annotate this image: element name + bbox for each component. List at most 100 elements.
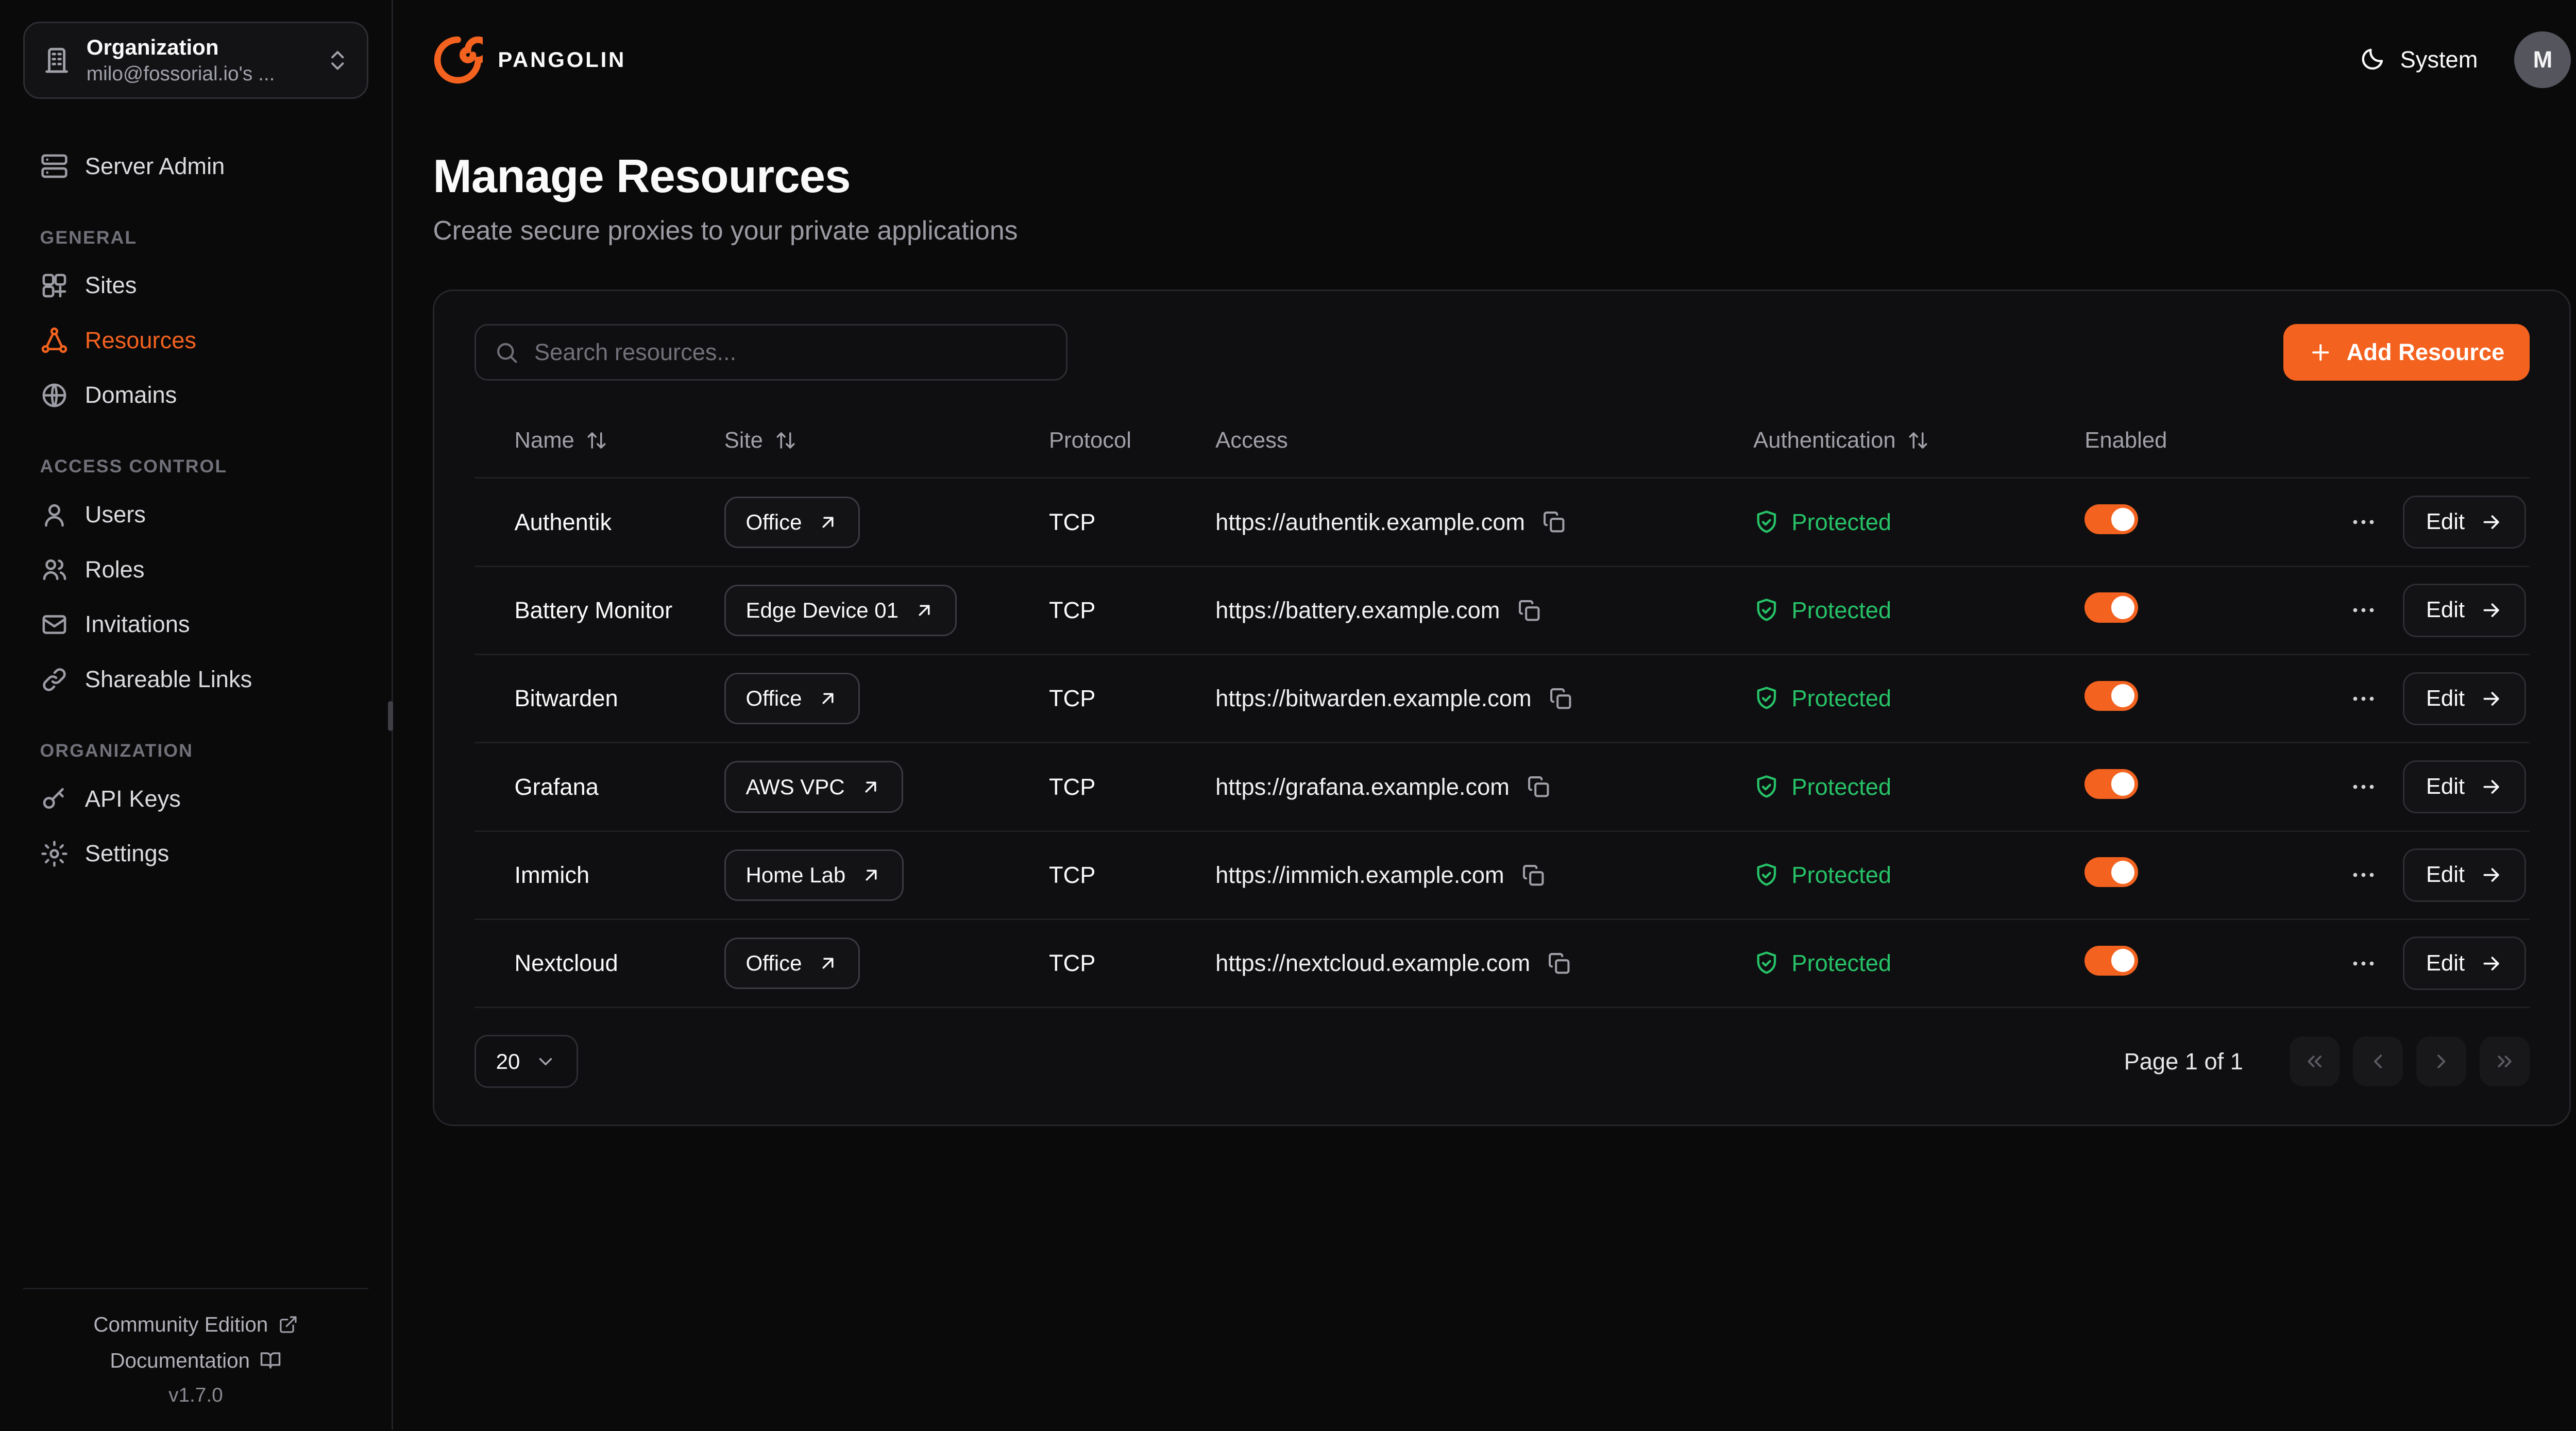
sidebar-item-label: Users <box>84 501 146 528</box>
org-subtitle: milo@fossorial.io's ... <box>86 63 275 86</box>
search-input[interactable] <box>534 339 1047 366</box>
col-header-label: Protocol <box>1048 428 1131 453</box>
previous-page-button[interactable] <box>2353 1036 2403 1087</box>
row-menu-button[interactable] <box>2349 861 2378 889</box>
row-menu-button[interactable] <box>2349 773 2378 801</box>
col-header-name[interactable]: Name <box>474 428 724 453</box>
enabled-cell <box>2084 592 2317 628</box>
site-link-button[interactable]: Home Lab <box>724 849 904 901</box>
edit-label: Edit <box>2426 686 2465 711</box>
sidebar-item-resources[interactable]: Resources <box>23 313 368 368</box>
row-menu-button[interactable] <box>2349 596 2378 624</box>
ellipsis-icon <box>2353 785 2374 789</box>
authentication-cell: Protected <box>1753 950 2084 977</box>
access-url: https://bitwarden.example.com <box>1215 685 1532 712</box>
site-name: Edge Device 01 <box>745 598 899 622</box>
protocol-cell: TCP <box>1048 685 1096 712</box>
toggle-knob <box>2111 860 2135 884</box>
row-menu-button[interactable] <box>2349 949 2378 978</box>
actions-cell: Edit <box>2318 584 2530 637</box>
enabled-toggle[interactable] <box>2084 680 2138 711</box>
toggle-knob <box>2111 595 2135 620</box>
authentication-cell: Protected <box>1753 509 2084 536</box>
enabled-toggle[interactable] <box>2084 945 2138 976</box>
sidebar-footer: Community Edition Documentation v1.7.0 <box>23 1287 368 1430</box>
avatar[interactable]: M <box>2514 31 2571 89</box>
chevron-left-icon <box>2374 1054 2382 1068</box>
table-row: Nextcloud Office TCP https://nextcloud.e… <box>474 918 2530 1007</box>
shield-check-icon <box>1757 863 1776 886</box>
next-page-button[interactable] <box>2416 1036 2466 1087</box>
site-name: Office <box>745 951 802 976</box>
col-header-label: Authentication <box>1753 428 1896 453</box>
search-icon <box>497 343 517 363</box>
enabled-toggle[interactable] <box>2084 592 2138 623</box>
sidebar-item-invitations[interactable]: Invitations <box>23 597 368 652</box>
col-header-label: Name <box>514 428 574 453</box>
site-link-button[interactable]: Office <box>724 673 860 725</box>
last-page-button[interactable] <box>2479 1036 2530 1087</box>
edit-label: Edit <box>2426 774 2465 799</box>
sidebar-item-settings[interactable]: Settings <box>23 826 368 881</box>
enabled-toggle[interactable] <box>2084 504 2138 535</box>
sidebar-item-shareable-links[interactable]: Shareable Links <box>23 652 368 707</box>
access-cell: https://nextcloud.example.com <box>1215 950 1753 977</box>
page-info: Page 1 of 1 <box>2124 1048 2243 1075</box>
col-header-site[interactable]: Site <box>724 428 1049 453</box>
edit-button[interactable]: Edit <box>2402 848 2527 902</box>
enabled-toggle[interactable] <box>2084 857 2138 888</box>
site-link-button[interactable]: Edge Device 01 <box>724 584 957 637</box>
first-page-button[interactable] <box>2290 1036 2340 1087</box>
main-content: PANGOLIN System M Manage Resources Creat… <box>393 0 2576 1430</box>
sidebar-item-api-keys[interactable]: API Keys <box>23 771 368 826</box>
edit-button[interactable]: Edit <box>2402 584 2527 637</box>
authentication-cell: Protected <box>1753 774 2084 800</box>
edit-button[interactable]: Edit <box>2402 495 2527 549</box>
site-link-button[interactable]: AWS VPC <box>724 761 903 813</box>
copy-url-button[interactable] <box>1517 598 1541 623</box>
sidebar-item-domains[interactable]: Domains <box>23 368 368 423</box>
arrow-right-icon <box>2483 692 2499 706</box>
edit-label: Edit <box>2426 598 2465 623</box>
user-icon <box>44 504 64 527</box>
add-resource-button[interactable]: Add Resource <box>2283 324 2530 381</box>
copy-url-button[interactable] <box>1548 686 1573 711</box>
org-switcher[interactable]: Organization milo@fossorial.io's ... <box>23 22 368 99</box>
col-header-authentication[interactable]: Authentication <box>1753 428 2084 453</box>
sort-icon <box>776 432 795 449</box>
edit-button[interactable]: Edit <box>2402 760 2527 814</box>
copy-url-button[interactable] <box>1541 509 1566 534</box>
protocol-cell: TCP <box>1048 508 1096 535</box>
access-cell: https://authentik.example.com <box>1215 509 1753 536</box>
site-link-button[interactable]: Office <box>724 938 860 990</box>
edit-button[interactable]: Edit <box>2402 936 2527 990</box>
row-menu-button[interactable] <box>2349 508 2378 536</box>
sidebar-item-users[interactable]: Users <box>23 487 368 542</box>
authentication-status: Protected <box>1791 597 1892 623</box>
site-link-button[interactable]: Office <box>724 496 860 548</box>
copy-url-button[interactable] <box>1547 951 1571 976</box>
toggle-knob <box>2111 684 2135 708</box>
site-name: Office <box>745 686 802 711</box>
sidebar-item-label: Domains <box>84 382 177 408</box>
community-edition-link[interactable]: Community Edition <box>37 1313 355 1337</box>
sidebar-item-sites[interactable]: Sites <box>23 258 368 313</box>
enabled-toggle[interactable] <box>2084 769 2138 799</box>
row-menu-button[interactable] <box>2349 685 2378 713</box>
sidebar-item-roles[interactable]: Roles <box>23 542 368 597</box>
page-size-select[interactable]: 20 <box>474 1034 579 1088</box>
org-text: Organization milo@fossorial.io's ... <box>87 35 310 86</box>
access-cell: https://bitwarden.example.com <box>1215 685 1753 712</box>
sidebar-resize-handle[interactable] <box>388 701 393 731</box>
arrow-up-right-icon <box>866 870 877 881</box>
search-box <box>474 324 1067 381</box>
enabled-cell <box>2084 945 2317 981</box>
copy-url-button[interactable] <box>1521 863 1546 888</box>
edit-button[interactable]: Edit <box>2402 672 2527 725</box>
copy-url-button[interactable] <box>1526 774 1551 799</box>
theme-toggle-button[interactable]: System <box>2359 46 2478 73</box>
col-header-protocol: Protocol <box>1049 428 1215 453</box>
documentation-link[interactable]: Documentation <box>37 1349 355 1373</box>
sidebar-item-server-admin[interactable]: Server Admin <box>23 139 368 194</box>
sidebar-item-label: Invitations <box>84 611 190 638</box>
